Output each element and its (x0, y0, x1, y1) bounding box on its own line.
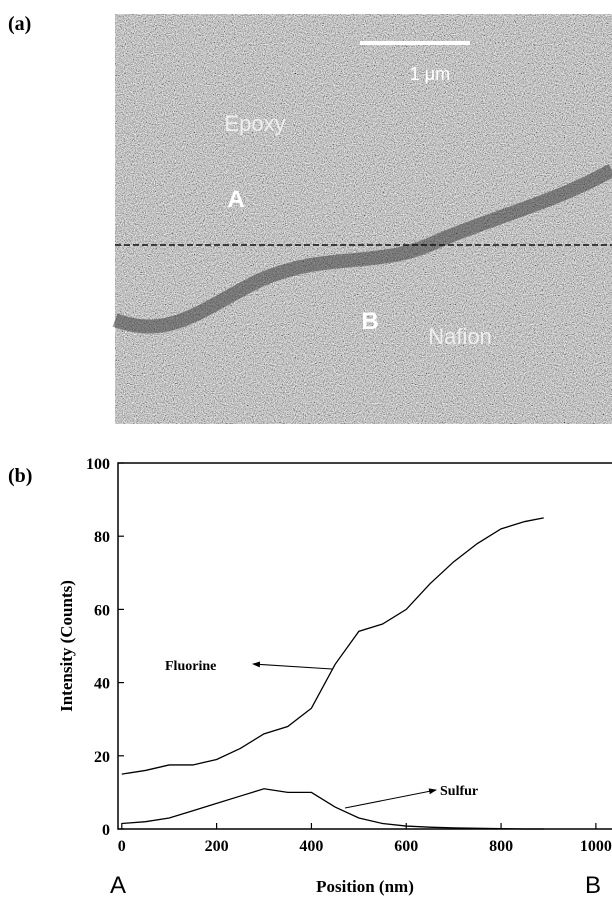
scale-bar-label: 1 μm (410, 64, 450, 84)
y-tick-label: 0 (102, 822, 110, 839)
x-tick-label: 600 (394, 838, 418, 855)
x-tick-label: 0 (118, 838, 126, 855)
y-tick-label: 100 (86, 456, 110, 473)
y-tick-label: 60 (94, 602, 110, 619)
point-label: B (361, 308, 378, 335)
data-line (121, 788, 544, 830)
region-label: Nafion (428, 324, 492, 349)
x-axis-label: Position (nm) (316, 877, 414, 896)
endpoint-label: A (110, 872, 126, 897)
data-line (121, 517, 544, 775)
y-tick-label: 40 (94, 676, 110, 693)
endpoint-label: B (585, 872, 601, 897)
series-label: Sulfur (440, 784, 478, 799)
point-label: A (227, 186, 244, 213)
series-label: Fluorine (165, 659, 216, 674)
axis-frame (117, 462, 612, 830)
annotation-arrow (344, 788, 437, 809)
x-tick-label: 800 (489, 838, 513, 855)
micrograph (112, 14, 612, 424)
x-tick-label: 200 (205, 838, 229, 855)
x-tick-label: 1000 (580, 838, 612, 855)
y-axis-label: Intensity (Counts) (57, 580, 76, 712)
panel-label: (a) (8, 13, 31, 35)
y-tick-label: 20 (94, 749, 110, 766)
region-label: Epoxy (224, 111, 285, 136)
x-tick-label: 400 (299, 838, 323, 855)
annotation-arrow (252, 661, 333, 670)
panel-label: (b) (8, 465, 32, 487)
y-tick-label: 80 (94, 529, 110, 546)
